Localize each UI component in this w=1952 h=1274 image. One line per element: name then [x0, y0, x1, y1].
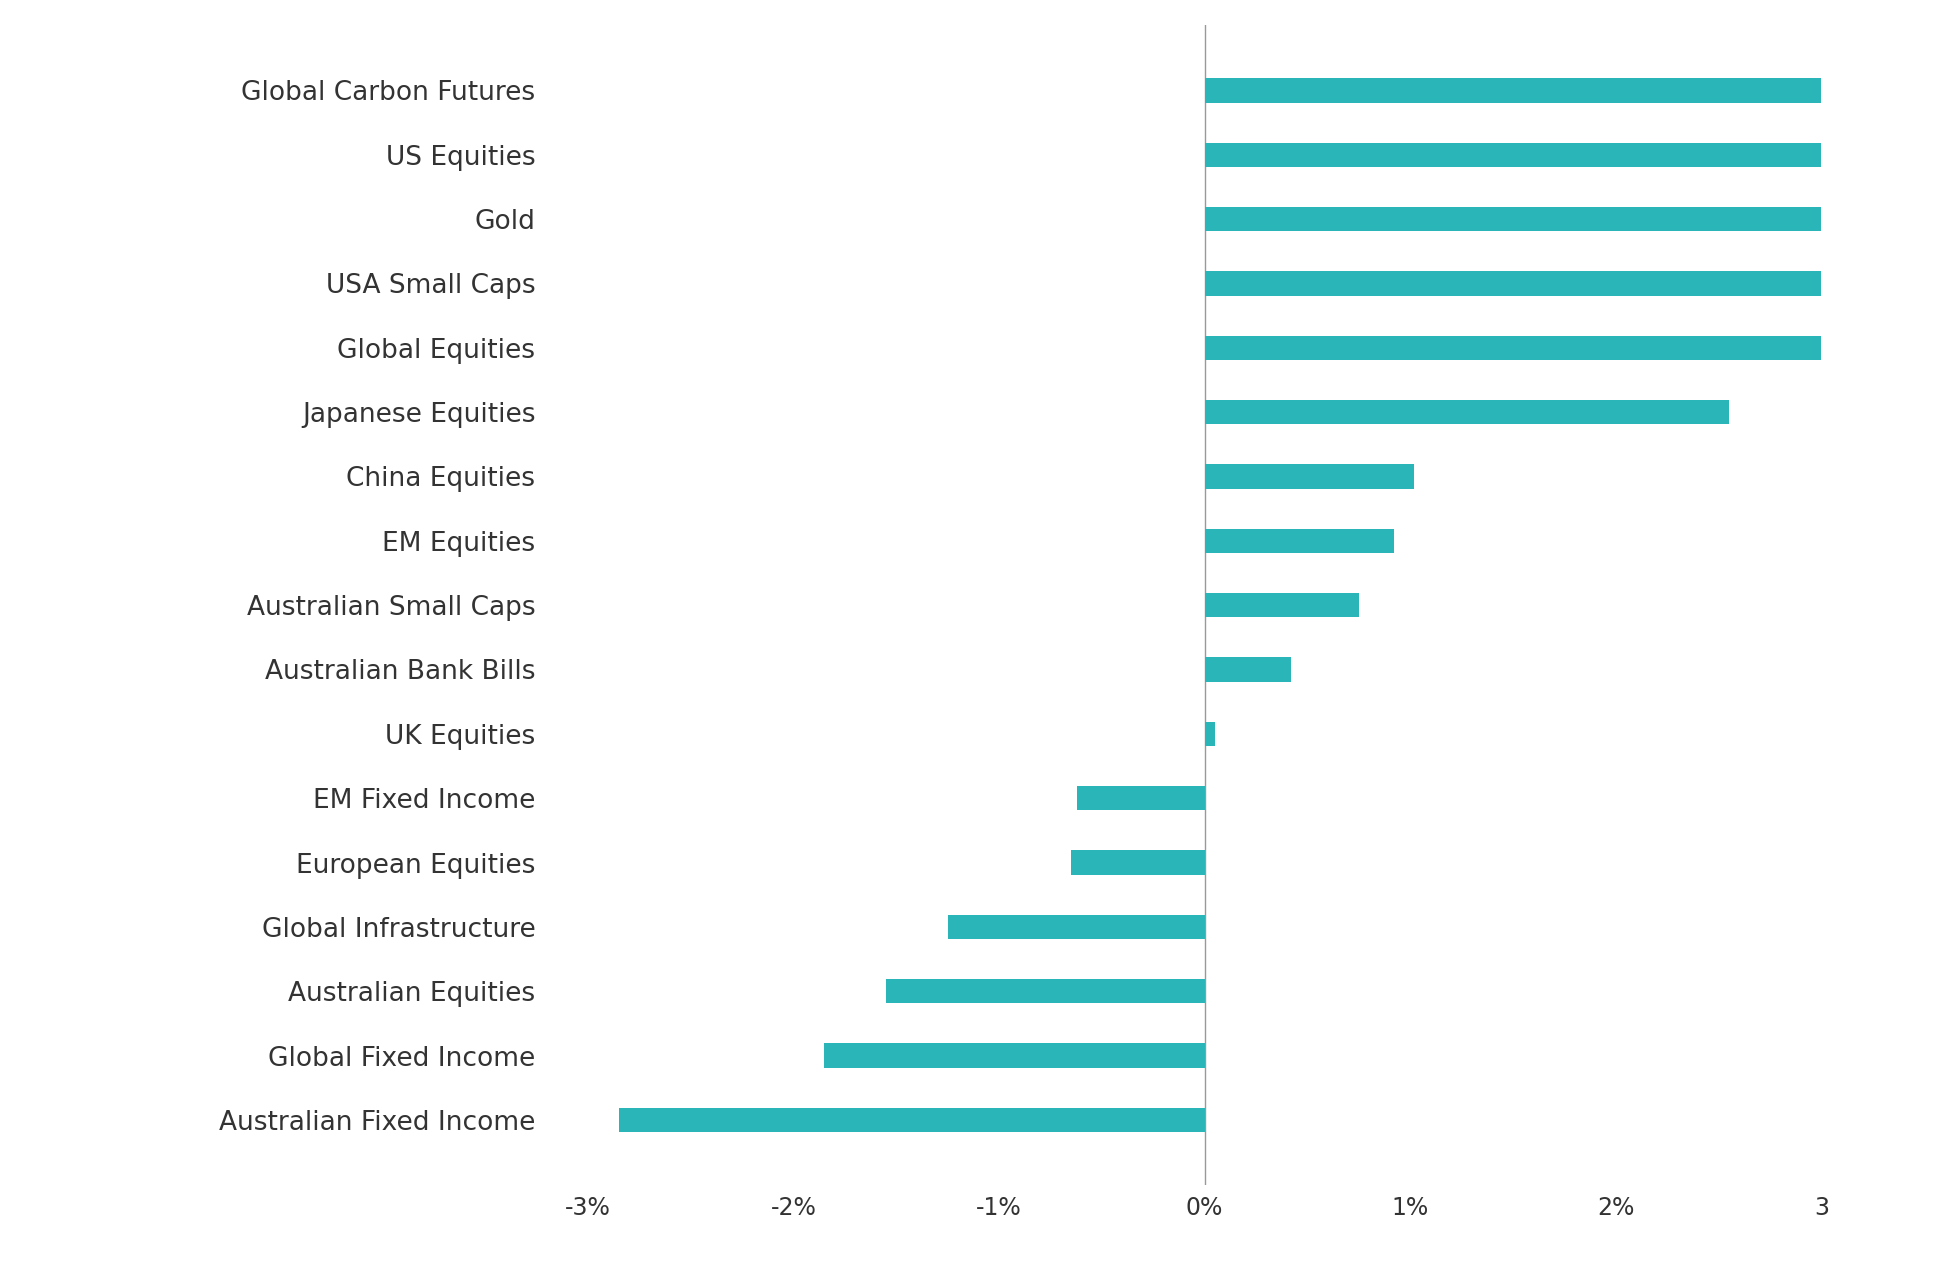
- Bar: [1204, 78, 1821, 103]
- Bar: [1078, 786, 1204, 810]
- Bar: [1204, 657, 1290, 682]
- Bar: [1204, 271, 1821, 296]
- Bar: [1204, 721, 1214, 747]
- Bar: [1204, 400, 1729, 424]
- Bar: [947, 915, 1204, 939]
- Bar: [824, 1043, 1204, 1068]
- Bar: [1204, 206, 1821, 232]
- Bar: [619, 1107, 1204, 1133]
- Bar: [1204, 529, 1394, 553]
- Bar: [1204, 335, 1821, 361]
- Bar: [1204, 464, 1415, 489]
- Bar: [1204, 592, 1359, 618]
- Bar: [1072, 850, 1204, 875]
- Bar: [1204, 143, 1821, 167]
- Bar: [886, 978, 1204, 1004]
